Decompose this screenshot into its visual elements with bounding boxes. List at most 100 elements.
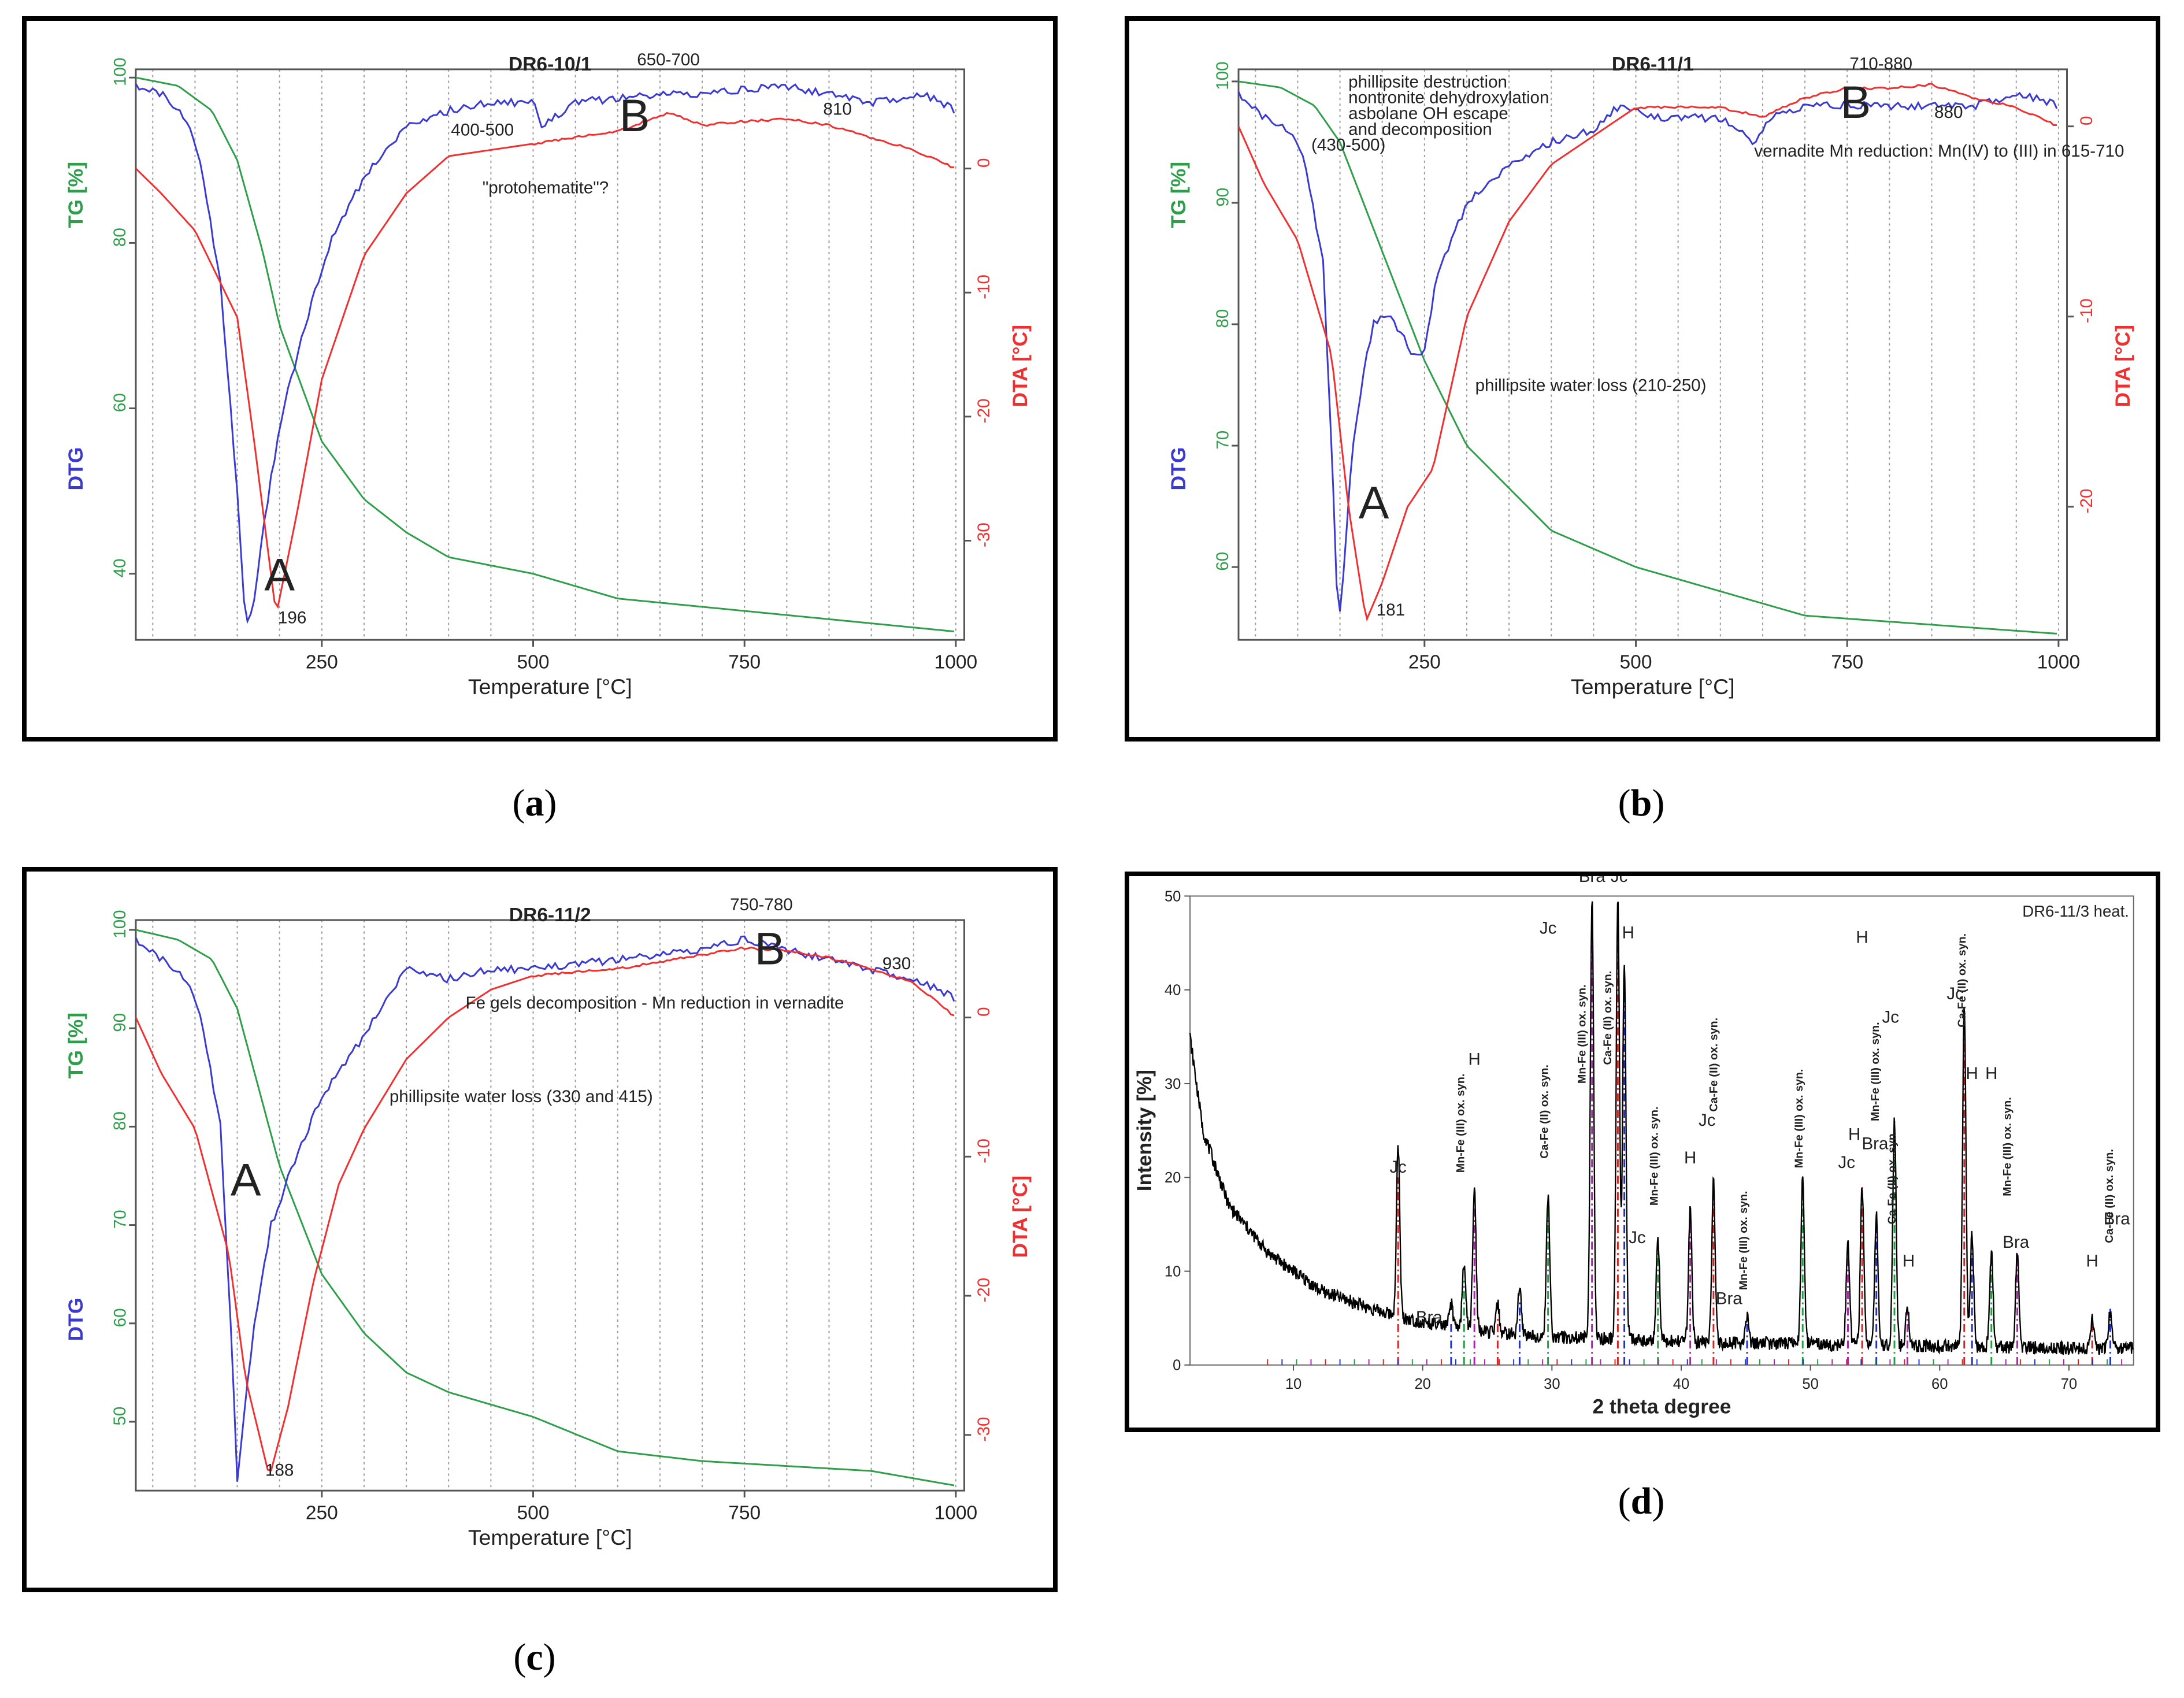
x-tick-label: 250	[1408, 652, 1441, 673]
caption-c: (c)	[513, 1636, 556, 1678]
region-label: A	[264, 549, 295, 600]
phase-label: Jc	[1838, 1153, 1856, 1172]
y-tick-label: 70	[1213, 431, 1232, 450]
phase-label: Jc	[1946, 984, 1964, 1003]
y-tick-label: 10	[1165, 1263, 1181, 1280]
annotation: asbolane OH escape	[1348, 104, 1508, 123]
x-axis-label: 2 theta degree	[1592, 1395, 1731, 1418]
phase-label: Jc	[1629, 1228, 1646, 1247]
y2-tick-label: 0	[974, 1007, 993, 1016]
x-tick-label: 1000	[2037, 652, 2081, 673]
x-tick-label: 750	[728, 1503, 761, 1524]
y-axis-label-tg: TG [%]	[64, 1013, 87, 1078]
annotation: 810	[823, 100, 851, 119]
y-axis-label-dta: DTA [°C]	[1008, 325, 1032, 407]
y-tick-label: 80	[1213, 309, 1232, 328]
y-axis-label-tg: TG [%]	[64, 162, 87, 228]
y-tick-label: 80	[110, 228, 129, 247]
y-tick-label: 0	[1173, 1358, 1181, 1374]
x-tick-label: 250	[306, 1503, 338, 1524]
phase-label: H	[1622, 923, 1634, 942]
x-tick-label: 750	[1831, 652, 1863, 673]
series-line-dta	[135, 112, 954, 609]
phase-label: Jc	[1611, 876, 1628, 886]
phase-label: Jc	[1389, 1158, 1407, 1177]
y-tick-label: 90	[110, 1013, 129, 1032]
caption-a-letter: a	[525, 782, 544, 824]
annotation: 710-880	[1849, 54, 1912, 73]
y-tick-label: 60	[110, 393, 129, 412]
y-tick-label: 100	[110, 910, 129, 938]
caption-a: (a)	[512, 782, 557, 824]
phase-label: H	[1856, 928, 1868, 947]
y2-tick-label: -20	[974, 399, 993, 424]
y-tick-label: 60	[1213, 552, 1232, 571]
series-line-dtg	[135, 83, 955, 625]
panel-b: 250 500 750 1000 60 70 80 90 100 0 -10 -20 Temperatu…	[1125, 16, 2160, 742]
y-axis-label-tg: TG [%]	[1167, 162, 1190, 228]
phase-label: Jc	[1699, 1111, 1716, 1130]
y-tick-label: 60	[110, 1308, 129, 1327]
series-line-dta	[1237, 83, 2057, 622]
annotation: phillipsite water loss (330 and 415)	[390, 1087, 653, 1106]
annotation: 188	[265, 1461, 294, 1480]
y2-tick-label: -20	[974, 1278, 993, 1303]
chart-a: 250 500 750 10004060801000-10-20-30Temperat…	[64, 50, 1032, 699]
y-tick-label: 50	[1165, 888, 1181, 904]
phase-label: H	[1966, 1064, 1978, 1083]
caption-d-letter: d	[1630, 1480, 1652, 1522]
xrd-pattern-line	[1189, 901, 2134, 1355]
x-tick-label: 250	[306, 652, 338, 673]
y2-tick-label: -10	[2077, 298, 2096, 323]
series-line-tg	[135, 76, 955, 633]
x-tick-label: 20	[1414, 1376, 1430, 1392]
phase-label-rotated: Ca-Fe (II) ox. syn.	[1886, 1130, 1899, 1225]
y-tick-label: 20	[1165, 1170, 1181, 1186]
chart-title: DR6-10/1	[509, 54, 592, 75]
chart-title: DR6-11/3 heat.	[2022, 902, 2129, 920]
y2-tick-label: 0	[974, 158, 993, 168]
phase-label: H	[1985, 1064, 1997, 1083]
phase-label-rotated: Mn-Fe (III) ox. syn.	[1648, 1106, 1661, 1205]
x-axis-label: Temperature [°C]	[468, 1525, 632, 1549]
plot-frame	[1237, 68, 2068, 641]
region-label: B	[620, 90, 650, 141]
series-line-tg	[1238, 80, 2057, 635]
y2-tick-label: -30	[974, 1417, 993, 1442]
y-axis-label-dtg: DTG	[64, 447, 87, 490]
region-label: B	[755, 924, 785, 974]
caption-c-letter: c	[526, 1636, 543, 1678]
phase-label-rotated: Mn-Fe (III) ox. syn.	[1454, 1074, 1467, 1173]
y2-tick-label: -20	[2077, 489, 2096, 514]
x-tick-label: 500	[517, 1503, 550, 1524]
phase-label-rotated: Ca-Fe (II) ox. syn.	[1601, 971, 1614, 1065]
series-line-dtg	[1237, 91, 2058, 611]
y2-tick-label: 0	[2077, 116, 2096, 125]
x-axis-label: Temperature [°C]	[1571, 674, 1735, 699]
y-tick-label: 80	[110, 1111, 129, 1130]
phase-label-rotated: Mn-Fe (III) ox. syn.	[1737, 1191, 1750, 1290]
phase-label-rotated: Ca-Fe (II) ox. syn.	[1956, 933, 1968, 1028]
region-label: A	[1359, 477, 1389, 528]
x-tick-label: 30	[1544, 1376, 1560, 1392]
y-tick-label: 100	[1213, 61, 1232, 90]
x-tick-label: 500	[1620, 652, 1652, 673]
y-tick-label: 100	[110, 58, 129, 86]
chart-b: 250 500 750 1000607080901000-10-20Temperatu…	[1167, 54, 2134, 699]
phase-label: Bra	[2104, 1209, 2131, 1228]
y2-tick-label: -10	[974, 275, 993, 299]
chart-title: DR6-11/1	[1612, 54, 1694, 75]
x-tick-label: 60	[1931, 1376, 1948, 1392]
panel-c: 250 500 750 1000 50 60 70 80 90 100 0 -10 -20 -30 Temp…	[22, 867, 1058, 1592]
x-tick-label: 1000	[935, 652, 978, 673]
annotation: and decomposition	[1348, 120, 1492, 139]
panel-a: 250 500 750 1000 40 60 80 100 0 -10 -20 -30 Temperat…	[22, 16, 1058, 742]
annotation: nontronite dehydroxylation	[1348, 88, 1549, 107]
annotation: 650-700	[637, 50, 700, 69]
annotation: 400-500	[451, 120, 514, 139]
y-axis-label-dta: DTA [°C]	[2111, 325, 2134, 407]
phase-label: Bra	[1579, 876, 1606, 886]
series-line-tg	[135, 929, 955, 1486]
x-tick-label: 500	[517, 652, 550, 673]
y-tick-label: 90	[1213, 188, 1232, 207]
